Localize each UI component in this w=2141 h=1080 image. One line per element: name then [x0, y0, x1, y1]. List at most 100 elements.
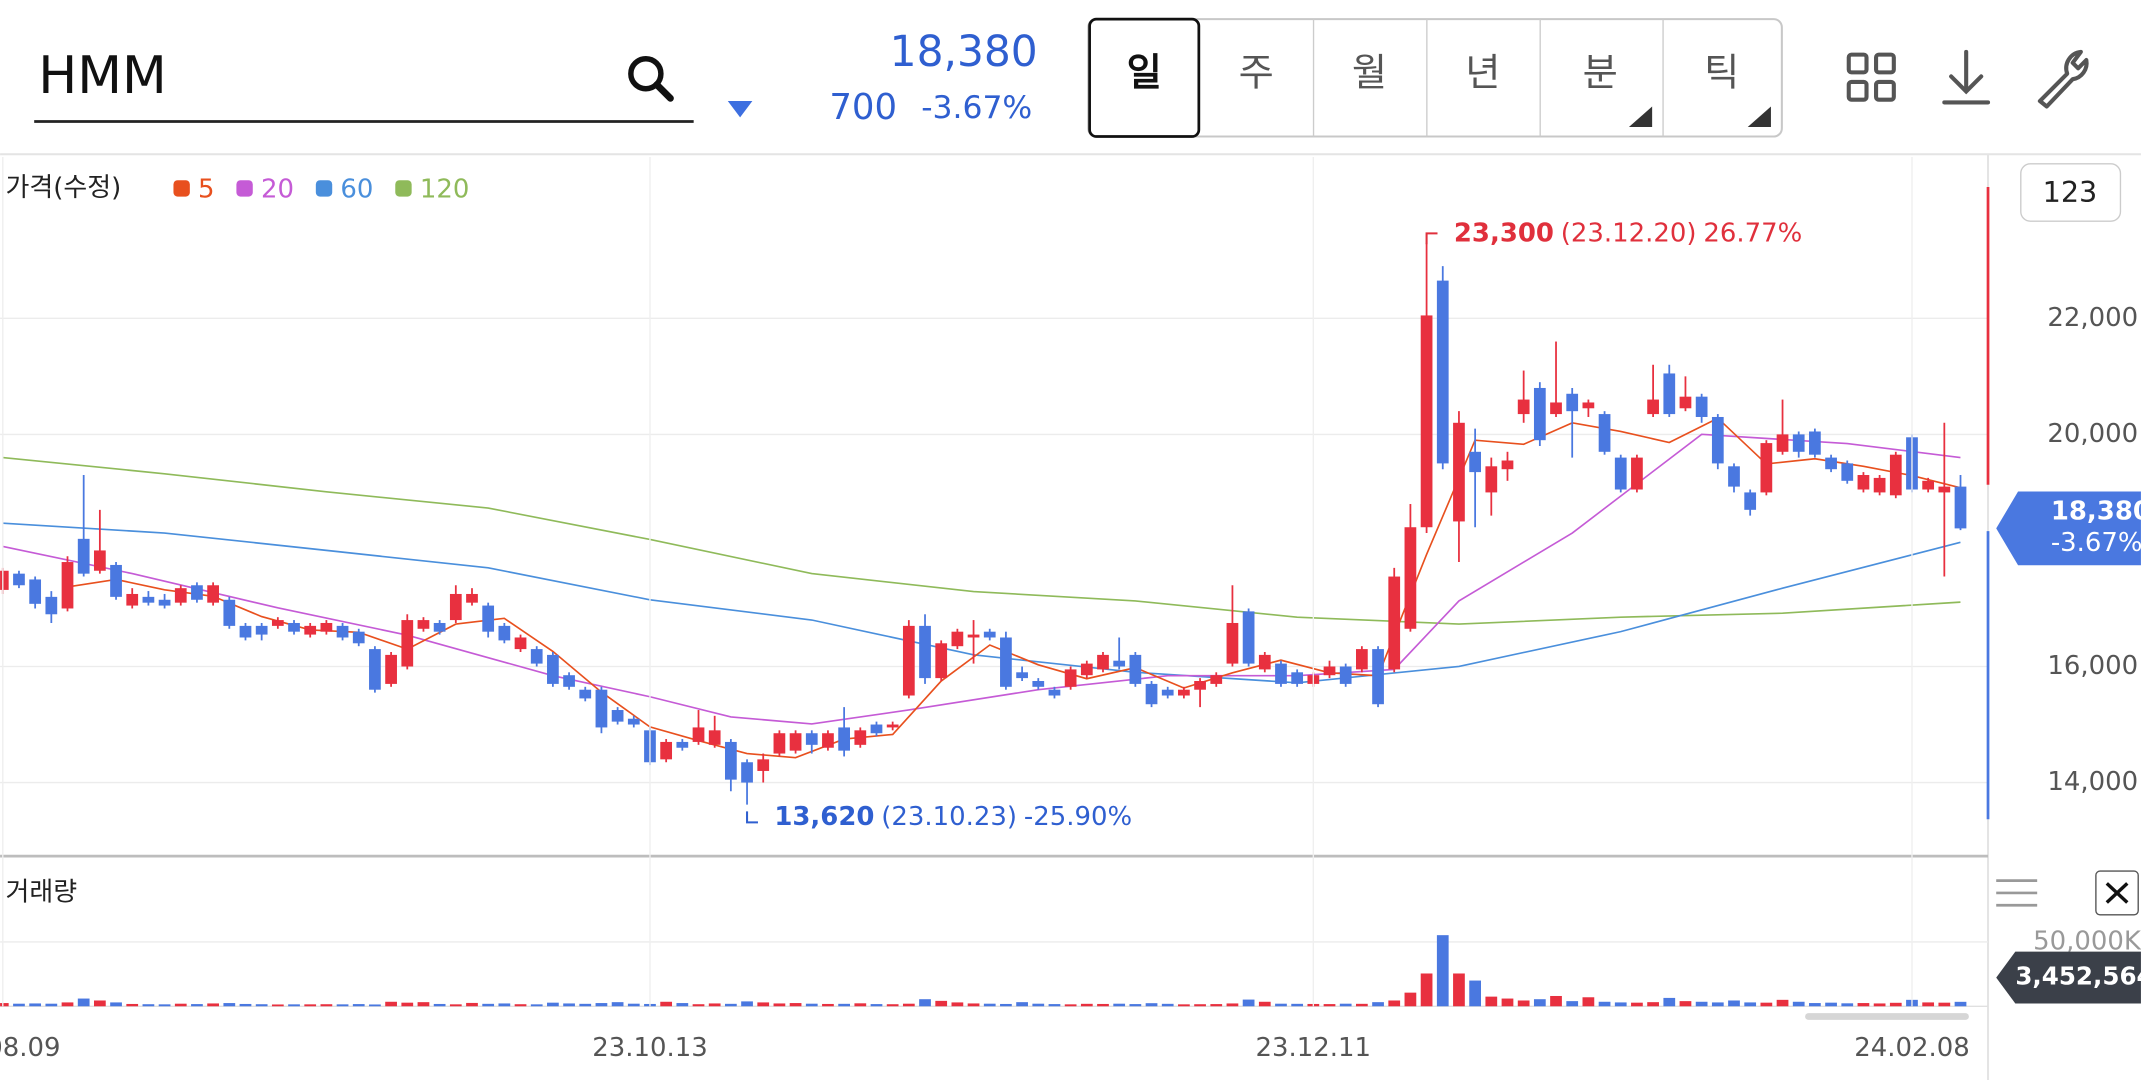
candle-body	[983, 631, 996, 638]
volume-bar	[304, 1004, 317, 1007]
volume-bar	[417, 1002, 430, 1007]
volume-bar	[191, 1004, 203, 1007]
tab[interactable]: 월	[1352, 52, 1387, 96]
volume-bar	[1113, 1003, 1126, 1007]
candle-body	[1776, 434, 1789, 452]
tab[interactable]: 일	[1127, 52, 1162, 96]
moving-average	[2, 456, 1961, 625]
legend-swatch	[236, 180, 253, 197]
volume-bar	[1453, 973, 1465, 1007]
candle-body	[1420, 315, 1433, 528]
candle-body	[1275, 663, 1287, 684]
candle-body	[951, 631, 964, 647]
candle-body	[93, 550, 106, 571]
candle-body	[1016, 672, 1028, 679]
volume-bar	[805, 1003, 818, 1007]
volume-bar	[1258, 1001, 1271, 1007]
candle-body	[1533, 387, 1546, 441]
candle-body	[1728, 466, 1740, 487]
tab[interactable]: 주	[1239, 52, 1274, 96]
volume-bar	[1388, 1000, 1401, 1007]
candle-body	[271, 620, 284, 626]
candle-body	[1145, 683, 1158, 705]
volume-bar	[336, 1004, 349, 1007]
candle-body	[724, 741, 737, 780]
annotation-arrow	[746, 811, 758, 824]
tab-corner	[1747, 106, 1771, 127]
candle-body	[611, 710, 624, 722]
volume-bar	[93, 1000, 106, 1007]
candle-body	[1663, 373, 1676, 415]
x-tick-label: 23.12.11	[1256, 1033, 1372, 1063]
scrollbar[interactable]	[1805, 1013, 1969, 1020]
menu-icon[interactable]	[1996, 879, 2038, 907]
scale-button-label[interactable]: 123	[2043, 175, 2098, 209]
candle-body	[498, 625, 511, 641]
candle-body	[1614, 457, 1627, 490]
volume-bar	[563, 1003, 575, 1007]
volume-bar	[919, 999, 931, 1007]
change: 700	[829, 87, 897, 128]
volume-bar	[1145, 1003, 1158, 1007]
y-tick-label: 50,000K	[2033, 926, 2141, 956]
candle-body	[1841, 463, 1854, 481]
volume-bar	[45, 1003, 58, 1007]
annotation-date: (23.12.20)	[1561, 218, 1697, 248]
volume-bar	[482, 1003, 495, 1007]
candle-body	[1291, 672, 1304, 684]
volume-bar	[1711, 1002, 1724, 1007]
candle-body	[660, 741, 673, 760]
volume-bar	[126, 1003, 139, 1007]
candle-body	[45, 596, 58, 615]
volume-bar	[1291, 1003, 1304, 1007]
volume-bar	[1275, 1003, 1287, 1007]
candle-body	[223, 599, 236, 626]
candle-body	[514, 637, 527, 650]
volume-bar	[579, 1003, 592, 1007]
volume-bar	[902, 1003, 915, 1007]
candle-body	[1064, 669, 1077, 687]
volume-bar	[1889, 1002, 1902, 1007]
tab[interactable]: 틱	[1704, 52, 1739, 96]
volume-bar	[627, 1003, 640, 1007]
volume-bar	[660, 1001, 673, 1007]
tab[interactable]: 년	[1465, 52, 1500, 96]
candle-body	[158, 599, 171, 606]
dropdown-arrow[interactable]	[727, 101, 753, 118]
download-icon[interactable]	[1942, 49, 1991, 105]
candle-body	[1922, 480, 1935, 490]
scale-button[interactable]	[2020, 163, 2122, 222]
volume-bar	[174, 1003, 187, 1007]
candle-body	[1760, 443, 1773, 493]
candle-body	[870, 724, 883, 734]
tab-selected[interactable]	[1088, 17, 1201, 138]
candle-body	[385, 654, 397, 684]
volume-bar	[789, 1003, 802, 1007]
volume-bar	[255, 1004, 268, 1007]
candle-body	[854, 730, 867, 745]
close-button[interactable]	[2095, 870, 2139, 916]
candle-body	[1469, 451, 1481, 473]
volume-bar	[1210, 1004, 1223, 1007]
settings-icon[interactable]	[2037, 49, 2089, 109]
volume-bar	[870, 1004, 883, 1007]
candle-body	[336, 625, 349, 638]
volume-bar	[1517, 1000, 1530, 1007]
volume-bar	[1792, 1001, 1805, 1007]
candle-body	[1323, 666, 1336, 676]
volume-bar	[29, 1003, 42, 1007]
candle-body	[1695, 396, 1708, 417]
candle-body	[1113, 660, 1126, 667]
volume-bar	[0, 1003, 9, 1007]
volume-bar	[1809, 1003, 1821, 1007]
volume-bar	[1857, 1003, 1870, 1007]
volume-bar	[1404, 992, 1417, 1007]
change-pct: -3.67%	[921, 90, 1032, 126]
volume-bar	[1954, 1001, 1967, 1007]
layout-icon[interactable]	[1846, 52, 1896, 102]
volume-bar	[1501, 998, 1514, 1007]
tab[interactable]: 분	[1583, 52, 1618, 96]
search-icon[interactable]	[628, 55, 674, 102]
symbol[interactable]: HMM	[38, 46, 167, 106]
volume-bar	[142, 1004, 155, 1007]
